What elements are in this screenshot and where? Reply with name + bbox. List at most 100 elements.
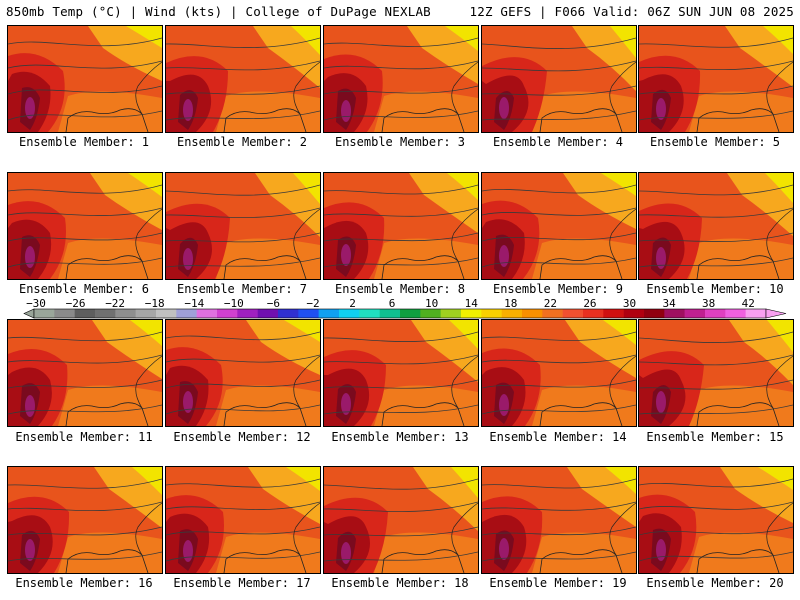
colorbar-swatch <box>440 309 462 318</box>
ensemble-member-map <box>7 172 163 280</box>
ensemble-member-map <box>638 25 794 133</box>
colorbar-swatch <box>217 309 238 318</box>
colorbar-swatch <box>583 309 604 318</box>
ensemble-member-map <box>481 172 637 280</box>
colorbar-swatch <box>237 309 258 318</box>
temperature-field <box>324 26 478 132</box>
ensemble-member-label: Ensemble Member: 20 <box>646 576 784 590</box>
colorbar-swatch <box>705 309 726 318</box>
colorbar-tick-label: −26 <box>66 297 86 310</box>
ensemble-member-map <box>165 25 321 133</box>
temperature-field <box>482 467 636 573</box>
ensemble-member-map <box>323 466 479 574</box>
colorbar-swatch <box>725 309 746 318</box>
colorbar-swatch <box>400 309 421 318</box>
ensemble-member-label: Ensemble Member: 10 <box>646 282 784 296</box>
colorbar-swatch <box>644 309 665 318</box>
temperature-field <box>639 173 793 279</box>
ensemble-member-map <box>323 172 479 280</box>
colorbar-tick-label: 30 <box>623 297 636 310</box>
colorbar-swatch <box>339 309 360 318</box>
ensemble-member-map <box>638 319 794 427</box>
ensemble-member-label: Ensemble Member: 9 <box>492 282 624 296</box>
ensemble-member-label: Ensemble Member: 1 <box>18 135 150 149</box>
ensemble-member-map <box>165 172 321 280</box>
temperature-field <box>639 26 793 132</box>
ensemble-member-label: Ensemble Member: 17 <box>173 576 311 590</box>
colorbar-swatch <box>623 309 645 318</box>
colorbar-swatch <box>603 309 624 318</box>
ensemble-member-label: Ensemble Member: 16 <box>15 576 153 590</box>
ensemble-member-map <box>323 319 479 427</box>
colorbar-swatch <box>196 309 218 318</box>
colorbar-swatch <box>420 309 441 318</box>
ensemble-member-label: Ensemble Member: 19 <box>489 576 627 590</box>
colorbar-tick-label: −30 <box>26 297 46 310</box>
ensemble-member-map <box>165 319 321 427</box>
colorbar-swatch <box>501 309 523 318</box>
ensemble-member-label: Ensemble Member: 6 <box>18 282 150 296</box>
colorbar-tick-label: 34 <box>662 297 676 310</box>
ensemble-member-label: Ensemble Member: 8 <box>334 282 466 296</box>
ensemble-member-map <box>638 466 794 574</box>
temperature-field <box>8 320 162 426</box>
temperature-field <box>639 467 793 573</box>
ensemble-member-map <box>323 25 479 133</box>
colorbar-swatch <box>745 309 767 318</box>
ensemble-member-label: Ensemble Member: 4 <box>492 135 624 149</box>
ensemble-member-label: Ensemble Member: 12 <box>173 430 311 444</box>
colorbar-swatch <box>359 309 380 318</box>
colorbar-swatch <box>379 309 401 318</box>
colorbar-swatch <box>74 309 96 318</box>
colorbar-swatch <box>318 309 340 318</box>
colorbar-swatch <box>95 309 116 318</box>
ensemble-member-label: Ensemble Member: 3 <box>334 135 466 149</box>
colorbar-tick-label: −14 <box>184 297 204 310</box>
ensemble-member-label: Ensemble Member: 15 <box>646 430 784 444</box>
temperature-field <box>166 320 320 426</box>
colorbar-swatch <box>461 309 482 318</box>
temperature-colorbar: −30 −26 −22 −18 −14 −10 −6 −2 2 6 10 14 18 22 26 30 34 38… <box>23 297 787 319</box>
colorbar-swatch <box>278 309 299 318</box>
temperature-field <box>8 173 162 279</box>
colorbar-swatch <box>684 309 706 318</box>
temperature-field <box>324 173 478 279</box>
ensemble-member-label: Ensemble Member: 5 <box>649 135 781 149</box>
ensemble-member-map <box>7 466 163 574</box>
model-valid-time: 12Z GEFS | F066 Valid: 06Z SUN JUN 08 20… <box>469 4 794 19</box>
colorbar-swatch <box>135 309 157 318</box>
temperature-field <box>166 26 320 132</box>
temperature-field <box>639 320 793 426</box>
temperature-field <box>482 173 636 279</box>
colorbar-tick-label: 38 <box>702 297 715 310</box>
colorbar-swatch <box>522 309 543 318</box>
ensemble-member-label: Ensemble Member: 13 <box>331 430 469 444</box>
colorbar-swatch <box>542 309 563 318</box>
temperature-field <box>482 320 636 426</box>
temperature-field <box>324 320 478 426</box>
colorbar-swatch <box>54 309 75 318</box>
colorbar-swatch <box>664 309 685 318</box>
ensemble-member-map <box>165 466 321 574</box>
colorbar-swatch <box>34 309 55 318</box>
colorbar-swatch <box>115 309 136 318</box>
temperature-field <box>8 467 162 573</box>
colorbar-arrow-left <box>23 308 35 319</box>
colorbar-swatch <box>257 309 279 318</box>
colorbar-tick-label: −22 <box>105 297 125 310</box>
colorbar-tick-label: 42 <box>742 297 755 310</box>
ensemble-member-label: Ensemble Member: 2 <box>176 135 308 149</box>
temperature-field <box>324 467 478 573</box>
colorbar-swatch <box>156 309 177 318</box>
ensemble-member-label: Ensemble Member: 18 <box>331 576 469 590</box>
colorbar-swatch <box>562 309 584 318</box>
colorbar-swatch <box>481 309 502 318</box>
colorbar-tick-label: 14 <box>465 297 479 310</box>
temperature-field <box>482 26 636 132</box>
colorbar-swatch <box>298 309 319 318</box>
colorbar-tick-label: 2 <box>349 297 356 310</box>
colorbar-arrow-right <box>765 308 787 319</box>
ensemble-member-map <box>481 25 637 133</box>
ensemble-member-map <box>7 25 163 133</box>
ensemble-member-map <box>481 466 637 574</box>
